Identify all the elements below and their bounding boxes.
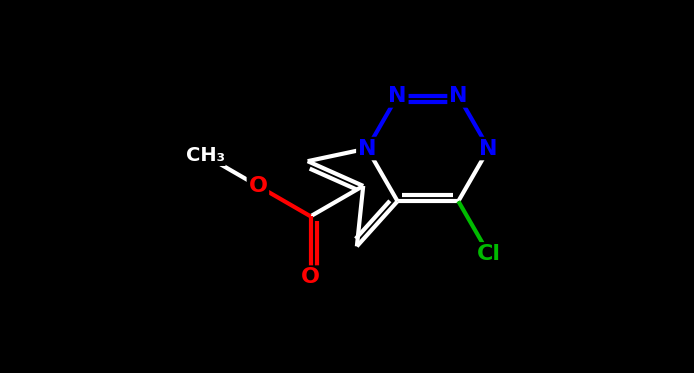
- Text: O: O: [301, 267, 320, 287]
- Text: CH₃: CH₃: [186, 146, 225, 165]
- Text: N: N: [449, 86, 468, 106]
- Text: N: N: [358, 138, 376, 159]
- Text: O: O: [248, 176, 267, 196]
- Text: Cl: Cl: [477, 244, 501, 264]
- Text: N: N: [389, 86, 407, 106]
- Text: N: N: [480, 138, 498, 159]
